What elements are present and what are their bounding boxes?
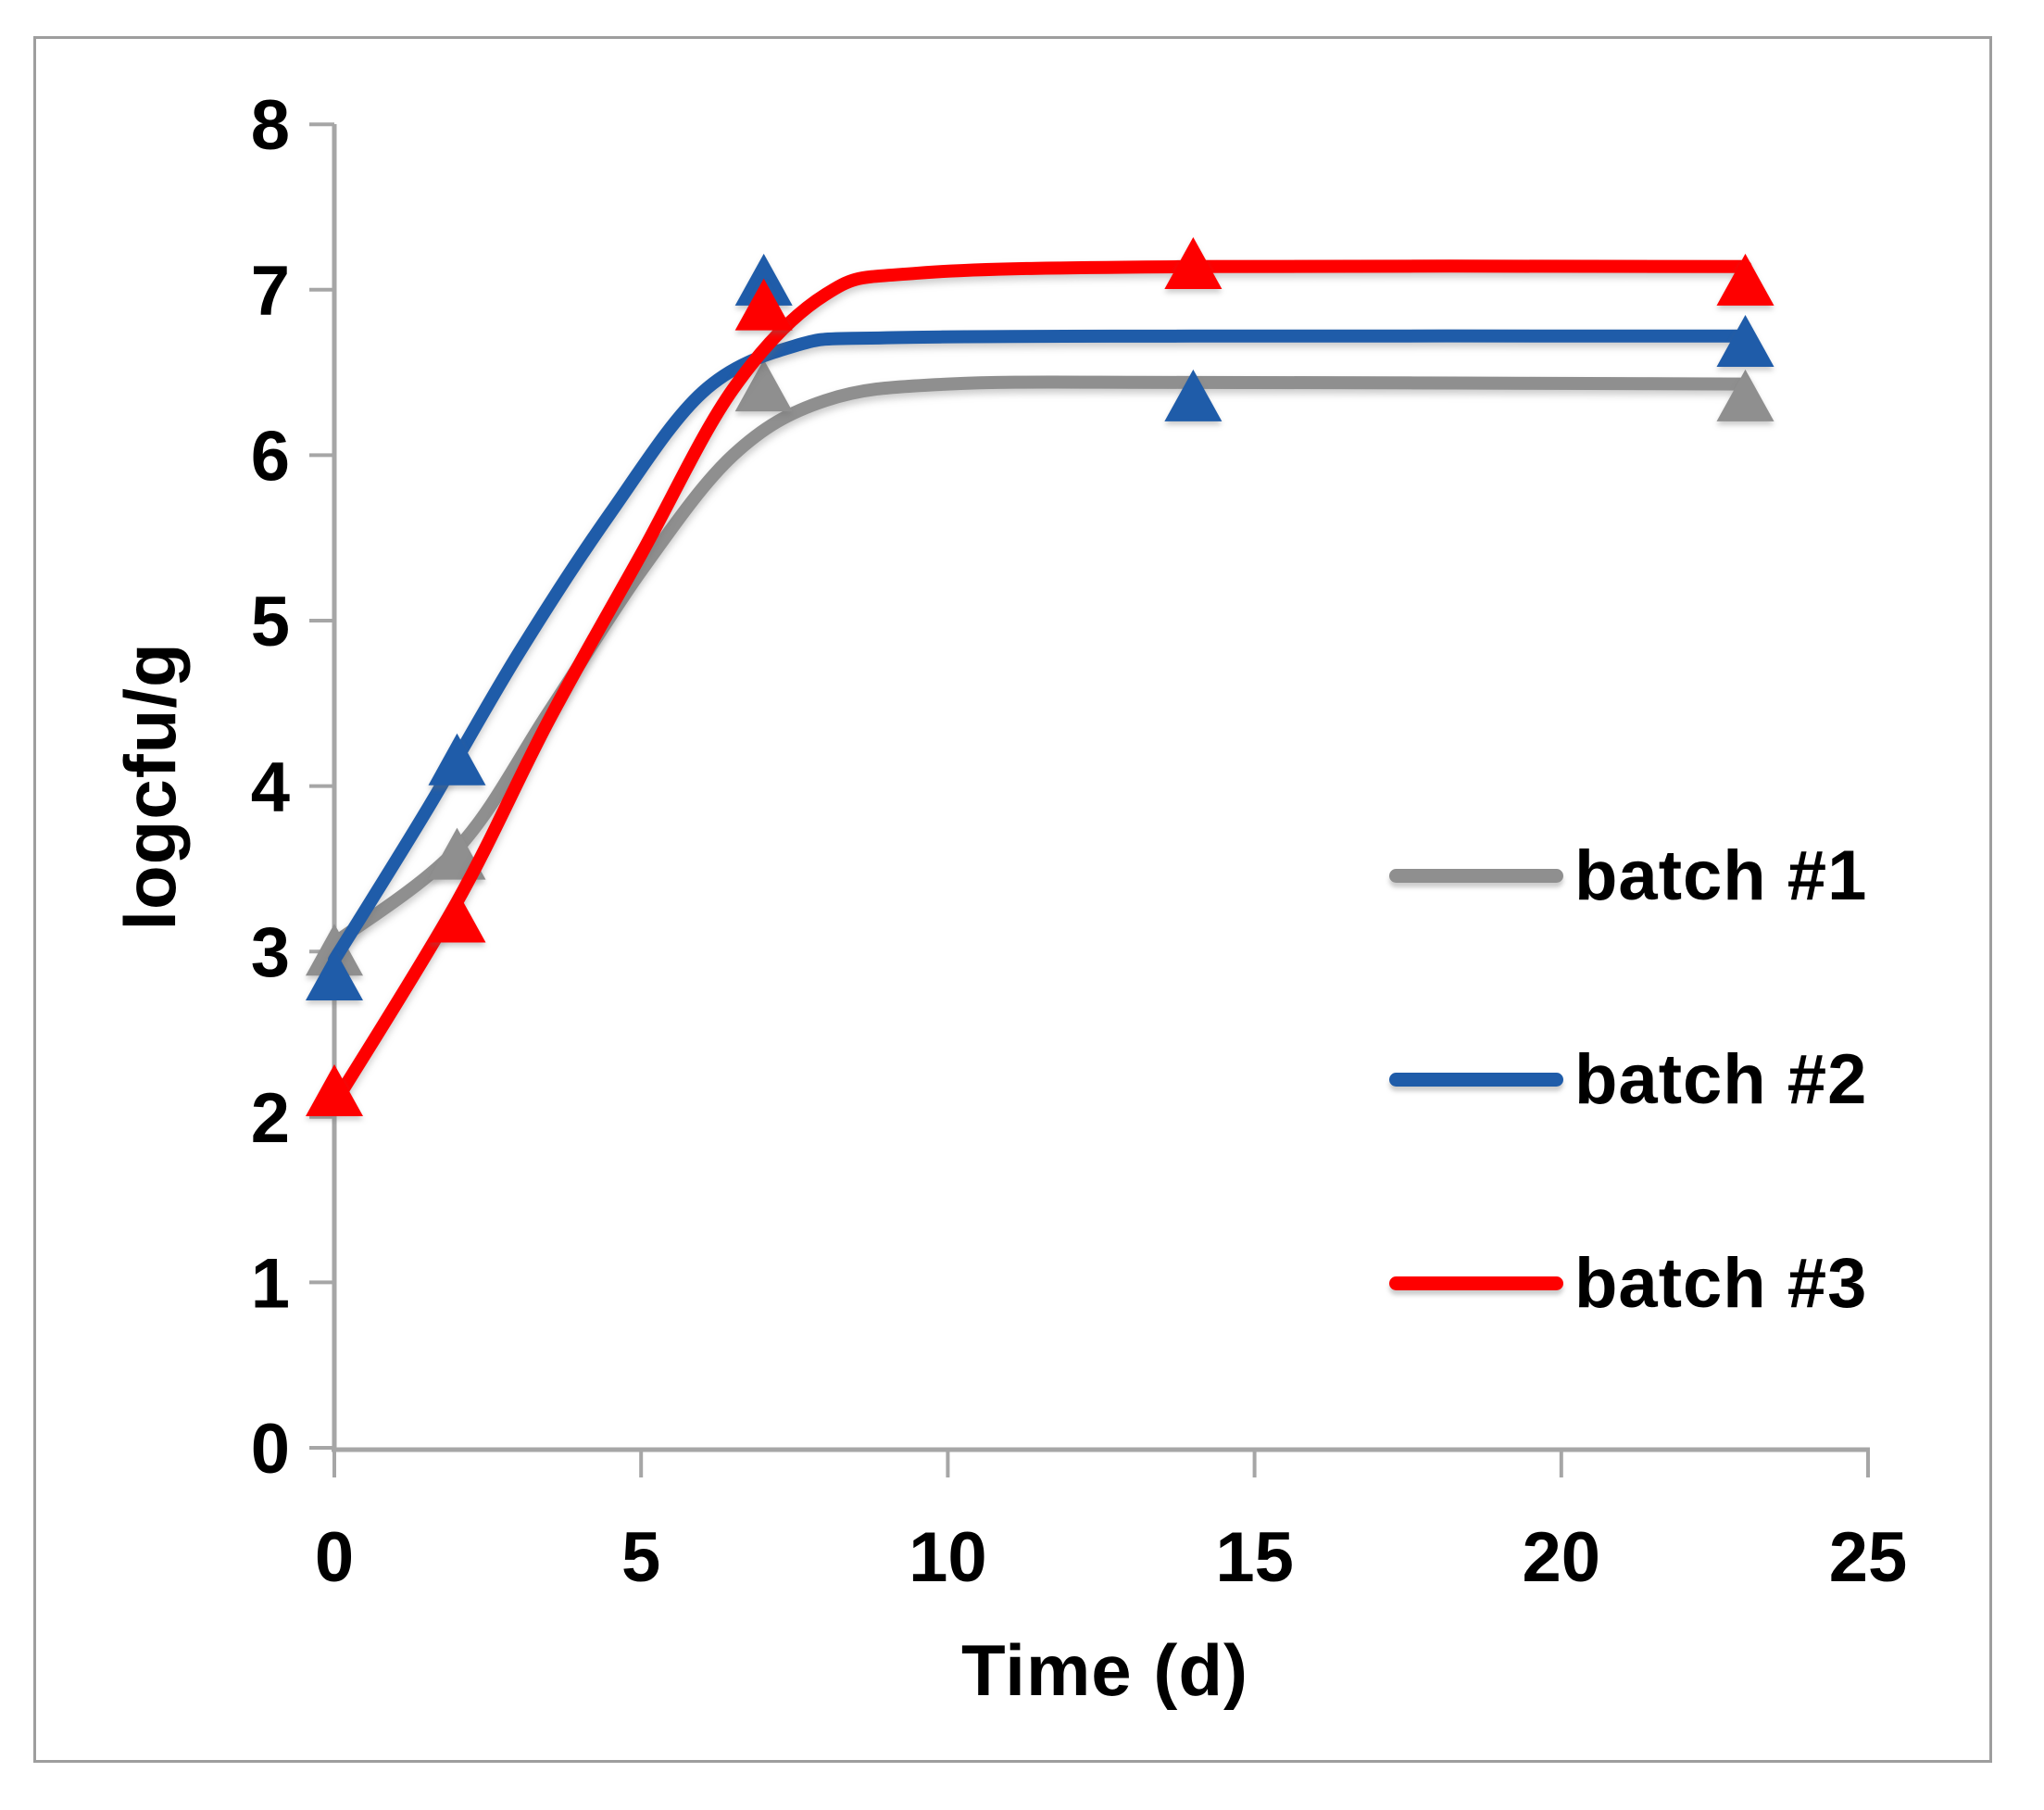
series-curve-3 bbox=[328, 259, 1752, 1111]
x-axis-title: Time (d) bbox=[961, 1629, 1248, 1711]
legend-line-swatch bbox=[1389, 1072, 1563, 1087]
y-axis-title: logcfu/g bbox=[109, 642, 191, 931]
data-marker-1 bbox=[1716, 369, 1774, 421]
x-tick-label: 15 bbox=[1215, 1518, 1294, 1597]
y-tick-label: 7 bbox=[251, 252, 290, 331]
legend-item-batch-3: batch #3 bbox=[1389, 1241, 1867, 1325]
figure-border bbox=[33, 36, 1992, 1763]
legend-item-batch-1: batch #1 bbox=[1389, 834, 1867, 917]
y-tick-label: 8 bbox=[251, 86, 290, 165]
y-tick-label: 3 bbox=[251, 913, 290, 992]
data-marker-3 bbox=[306, 1064, 363, 1117]
data-marker-2 bbox=[1164, 369, 1223, 421]
y-tick-label: 0 bbox=[251, 1410, 290, 1489]
legend-line-swatch bbox=[1389, 1276, 1563, 1290]
legend-label: batch #3 bbox=[1574, 1243, 1868, 1323]
y-tick-label: 2 bbox=[251, 1079, 290, 1158]
legend-label: batch #1 bbox=[1574, 836, 1868, 915]
x-tick-label: 5 bbox=[621, 1518, 660, 1597]
data-marker-1 bbox=[734, 359, 793, 412]
data-marker-2 bbox=[306, 948, 363, 1000]
x-tick-label: 25 bbox=[1829, 1518, 1908, 1597]
y-tick-label: 1 bbox=[251, 1244, 290, 1323]
data-marker-2 bbox=[1716, 314, 1774, 367]
x-tick-label: 0 bbox=[315, 1518, 354, 1597]
data-marker-3 bbox=[428, 890, 486, 943]
data-marker-3 bbox=[1716, 253, 1774, 306]
legend-line-swatch bbox=[1389, 868, 1563, 883]
y-tick-label: 6 bbox=[251, 417, 290, 496]
legend-label: batch #2 bbox=[1574, 1039, 1868, 1119]
data-marker-2 bbox=[428, 733, 486, 786]
x-tick-label: 20 bbox=[1523, 1518, 1601, 1597]
x-tick-label: 10 bbox=[909, 1518, 987, 1597]
legend-item-batch-2: batch #2 bbox=[1389, 1037, 1867, 1121]
y-tick-label: 4 bbox=[251, 748, 290, 827]
data-marker-3 bbox=[734, 278, 793, 331]
series-curve-1 bbox=[328, 375, 1752, 950]
data-marker-3 bbox=[1164, 237, 1223, 290]
y-tick-label: 5 bbox=[251, 583, 290, 661]
